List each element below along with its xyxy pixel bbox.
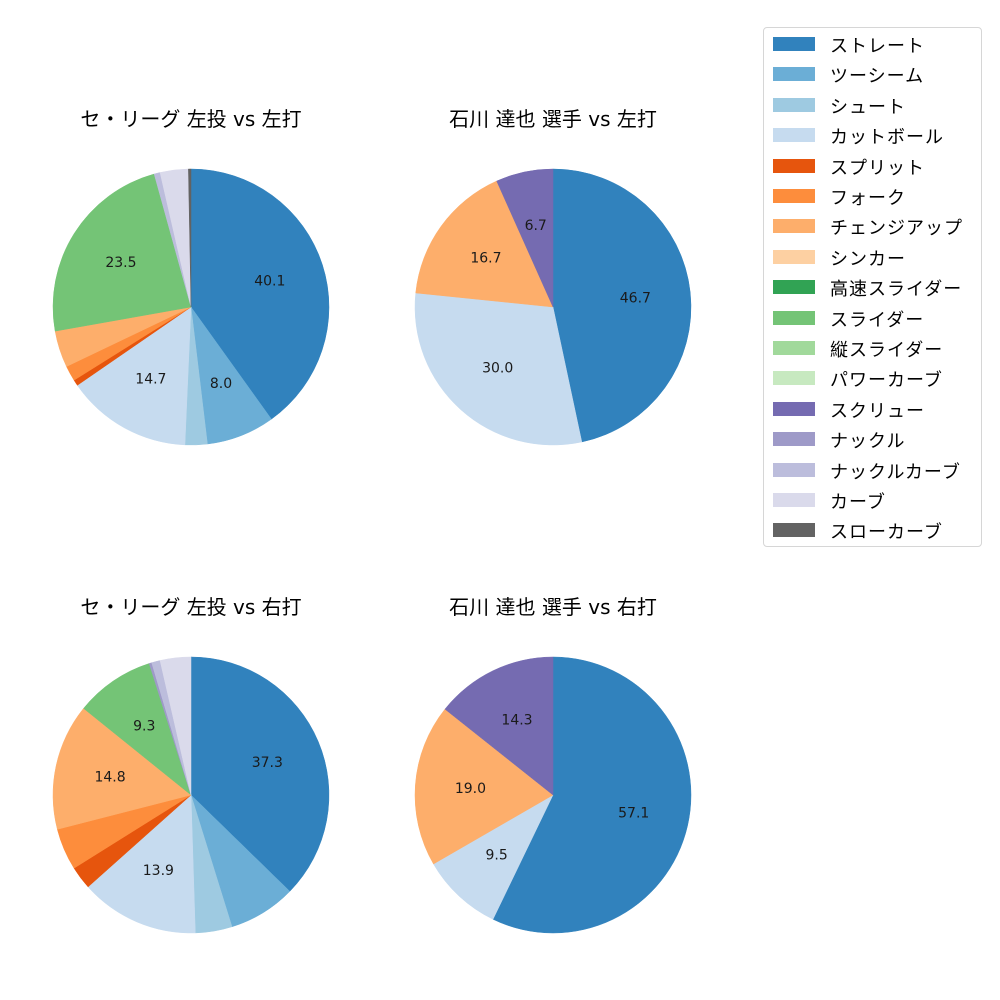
legend-label: スクリュー (830, 400, 925, 422)
legend: ストレートツーシームシュートカットボール スプリットフォークチェンジアップ シンカー… (763, 27, 982, 547)
pie-slice (190, 168, 330, 420)
legend-label: シンカー (830, 248, 906, 270)
pie-slice (492, 656, 692, 934)
legend-swatch (773, 432, 815, 447)
pie-slice-label: 9.5 (486, 848, 508, 864)
legend-swatch (773, 189, 815, 203)
legend-label: ナックル (830, 431, 906, 453)
legend-label: カーブ (830, 492, 886, 513)
pie-slice-label: 23.5 (105, 255, 136, 271)
chart-title-league-vs-right: セ・リーグ 左投 vs 右打 (80, 595, 302, 619)
pie-slice (444, 656, 554, 796)
legend-label: スプリット (830, 157, 925, 179)
legend-swatch (773, 341, 815, 355)
legend-label: シュート (830, 96, 906, 118)
pie-slice (83, 663, 192, 796)
legend-label: 縦スライダー (830, 340, 944, 361)
pie-slice-label: 6.7 (525, 218, 547, 234)
legend-swatch (773, 97, 815, 112)
legend-swatch (773, 128, 815, 143)
pie-slice-label: 14.7 (135, 371, 166, 387)
pie-slice (188, 168, 192, 308)
pie-slice (496, 168, 554, 308)
pie-slice (87, 794, 196, 934)
chart-title-player-vs-left: 石川 達也 選手 vs 左打 (449, 107, 657, 131)
pie-slice-label: 57.1 (618, 805, 649, 821)
pie-slice (52, 708, 192, 830)
pie-slice-label: 14.3 (501, 712, 532, 728)
legend-label: ナックルカーブ (830, 461, 961, 483)
chart-title-league-vs-left: セ・リーグ 左投 vs 左打 (80, 107, 302, 131)
pie-slice-label: 16.7 (470, 250, 501, 266)
pie-slice (77, 306, 192, 446)
legend-swatch (773, 371, 815, 386)
pie-slice (415, 180, 554, 308)
legend-label: ツーシーム (830, 66, 925, 88)
legend-label: スライダー (830, 309, 925, 331)
pie-slice-label: 13.9 (143, 863, 174, 879)
legend-swatch (773, 219, 815, 234)
legend-swatch (773, 249, 815, 264)
pie-slice (414, 292, 583, 446)
pie-slice (433, 794, 554, 920)
pie-slice (552, 168, 692, 443)
legend-label: パワーカーブ (830, 370, 943, 392)
pie-slice-label: 46.7 (620, 290, 651, 306)
legend-swatch (773, 462, 815, 477)
legend-label: スローカーブ (830, 522, 943, 544)
legend-swatch (773, 310, 815, 325)
pie-slice-label: 30.0 (482, 361, 513, 377)
legend-label: フォーク (830, 188, 906, 209)
pie-slice (52, 173, 192, 332)
legend-swatch (773, 67, 815, 82)
pie-slice-label: 8.0 (210, 376, 232, 392)
chart-title-player-vs-right: 石川 達也 選手 vs 右打 (449, 595, 657, 619)
pie-slice-label: 40.1 (254, 274, 285, 290)
legend-swatch (773, 158, 815, 173)
legend-label: 高速スライダー (830, 279, 963, 301)
pie-slice-label: 37.3 (252, 755, 283, 771)
legend-label: ストレート (830, 36, 925, 57)
pie-slice (159, 656, 192, 796)
legend-swatch (773, 493, 815, 507)
pie-slice-label: 14.8 (94, 769, 125, 785)
legend-label: カットボール (830, 127, 944, 149)
pie-slice-label: 19.0 (455, 781, 486, 797)
pie-slice (414, 708, 554, 865)
legend-swatch (773, 280, 815, 295)
legend-swatch (773, 401, 815, 416)
legend-swatch (773, 37, 815, 51)
pie-slice (190, 656, 330, 892)
legend-swatch (773, 523, 815, 538)
legend-label: チェンジアップ (830, 218, 963, 240)
pie-slice-label: 9.3 (133, 719, 155, 735)
